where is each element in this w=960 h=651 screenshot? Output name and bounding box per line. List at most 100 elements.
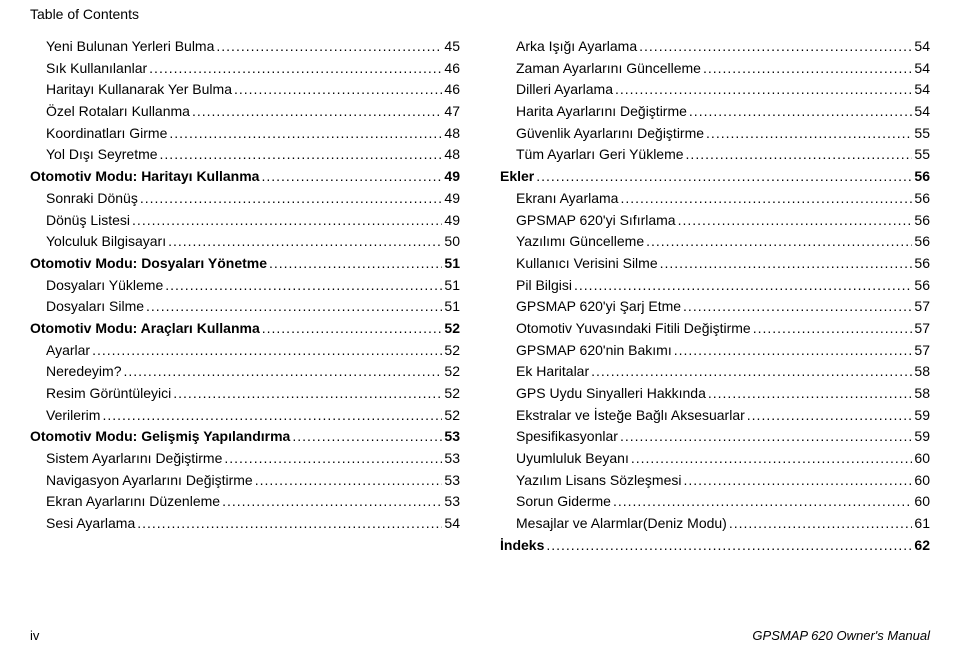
toc-entry-page: 61 [914,513,930,535]
toc-entry-row: Resim Görüntüleyici52 [30,383,460,405]
toc-entry-page: 57 [914,318,930,340]
toc-leader-dots [674,340,913,362]
toc-entry-label: Ekran Ayarlarını Düzenleme [46,491,220,513]
toc-entry-label: Sonraki Dönüş [46,188,138,210]
toc-entry-row: Dilleri Ayarlama54 [500,79,930,101]
toc-leader-dots [234,79,442,101]
toc-leader-dots [703,58,912,80]
toc-leader-dots [192,101,442,123]
toc-entry-row: Yeni Bulunan Yerleri Bulma45 [30,36,460,58]
toc-entry-label: Otomotiv Modu: Haritayı Kullanma [30,166,259,188]
toc-entry-label: Kullanıcı Verisini Silme [516,253,658,275]
toc-leader-dots [706,123,912,145]
toc-entry-label: Ekranı Ayarlama [516,188,618,210]
toc-entry-page: 49 [444,188,460,210]
toc-entry-label: Zaman Ayarlarını Güncelleme [516,58,701,80]
toc-entry-label: Spesifikasyonlar [516,426,618,448]
toc-entry-page: 54 [914,36,930,58]
toc-entry-page: 56 [914,253,930,275]
toc-entry-row: Güvenlik Ayarlarını Değiştirme 55 [500,123,930,145]
toc-entry-row: Harita Ayarlarını Değiştirme 54 [500,101,930,123]
toc-leader-dots [747,405,913,427]
toc-entry-row: Verilerim 52 [30,405,460,427]
toc-entry-page: 57 [914,296,930,318]
toc-entry-page: 56 [914,166,930,188]
toc-entry-page: 56 [914,231,930,253]
toc-leader-dots [149,58,442,80]
toc-right-column: Arka Işığı Ayarlama54Zaman Ayarlarını Gü… [500,36,930,557]
toc-entry-page: 60 [914,448,930,470]
toc-leader-dots [546,535,912,557]
toc-entry-row: Kullanıcı Verisini Silme 56 [500,253,930,275]
toc-entry-page: 49 [444,166,460,188]
toc-entry-label: Güvenlik Ayarlarını Değiştirme [516,123,704,145]
toc-entry-label: Özel Rotaları Kullanma [46,101,190,123]
toc-entry-page: 57 [914,340,930,362]
toc-leader-dots [683,296,912,318]
toc-entry-row: Arka Işığı Ayarlama54 [500,36,930,58]
toc-entry-row: Yazılım Lisans Sözleşmesi60 [500,470,930,492]
toc-entry-label: Otomotiv Modu: Araçları Kullanma [30,318,260,340]
toc-entry-row: Koordinatları Girme48 [30,123,460,145]
toc-entry-row: Ek Haritalar58 [500,361,930,383]
toc-leader-dots [255,470,443,492]
toc-entry-page: 56 [914,188,930,210]
toc-entry-label: Otomotiv Yuvasındaki Fitili Değiştirme [516,318,751,340]
toc-leader-dots [169,123,442,145]
toc-entry-page: 52 [444,383,460,405]
toc-left-column: Yeni Bulunan Yerleri Bulma45Sık Kullanıl… [30,36,460,557]
toc-entry-row: Dosyaları Yükleme51 [30,275,460,297]
toc-entry-page: 46 [444,58,460,80]
toc-leader-dots [262,318,443,340]
toc-entry-page: 54 [914,101,930,123]
toc-entry-label: Yazılım Lisans Sözleşmesi [516,470,681,492]
toc-entry-label: Dosyaları Silme [46,296,144,318]
toc-entry-row: Sık Kullanılanlar46 [30,58,460,80]
toc-columns: Yeni Bulunan Yerleri Bulma45Sık Kullanıl… [30,36,930,557]
toc-entry-page: 50 [444,231,460,253]
toc-entry-page: 52 [444,340,460,362]
toc-entry-label: Yeni Bulunan Yerleri Bulma [46,36,214,58]
toc-entry-label: GPSMAP 620'yi Şarj Etme [516,296,681,318]
toc-entry-label: Otomotiv Modu: Gelişmiş Yapılandırma [30,426,290,448]
toc-leader-dots [631,448,913,470]
toc-entry-page: 51 [444,275,460,297]
toc-entry-label: Harita Ayarlarını Değiştirme [516,101,687,123]
toc-entry-label: GPSMAP 620'yi Sıfırlama [516,210,676,232]
toc-entry-page: 52 [444,405,460,427]
toc-entry-page: 53 [444,491,460,513]
toc-leader-dots [729,513,913,535]
toc-entry-page: 49 [444,210,460,232]
toc-leader-dots [173,383,442,405]
toc-entry-label: Ek Haritalar [516,361,589,383]
toc-entry-row: Yolculuk Bilgisayarı50 [30,231,460,253]
toc-entry-row: Ekstralar ve İsteğe Bağlı Aksesuarlar59 [500,405,930,427]
toc-entry-page: 56 [914,210,930,232]
toc-entry-page: 48 [444,123,460,145]
toc-leader-dots [678,210,913,232]
toc-entry-label: GPS Uydu Sinyalleri Hakkında [516,383,706,405]
footer-manual-title: GPSMAP 620 Owner's Manual [752,628,930,643]
toc-entry-row: Zaman Ayarlarını Güncelleme54 [500,58,930,80]
toc-entry-page: 53 [444,448,460,470]
toc-leader-dots [92,340,442,362]
toc-entry-label: Yol Dışı Seyretme [46,144,158,166]
toc-entry-page: 56 [914,275,930,297]
toc-leader-dots [292,426,442,448]
toc-leader-dots [613,491,912,513]
toc-entry-row: Neredeyim?52 [30,361,460,383]
toc-leader-dots [216,36,442,58]
toc-entry-row: Dosyaları Silme 51 [30,296,460,318]
toc-section-row: Otomotiv Modu: Araçları Kullanma52 [30,318,460,340]
toc-entry-page: 54 [444,513,460,535]
toc-section-row: İndeks62 [500,535,930,557]
toc-entry-row: GPSMAP 620'yi Şarj Etme 57 [500,296,930,318]
toc-entry-page: 51 [444,296,460,318]
toc-leader-dots [160,144,443,166]
toc-entry-page: 54 [914,79,930,101]
toc-leader-dots [222,491,442,513]
toc-entry-label: Pil Bilgisi [516,275,572,297]
toc-entry-page: 55 [914,123,930,145]
toc-entry-label: Verilerim [46,405,100,427]
toc-entry-row: Mesajlar ve Alarmlar(Deniz Modu)61 [500,513,930,535]
